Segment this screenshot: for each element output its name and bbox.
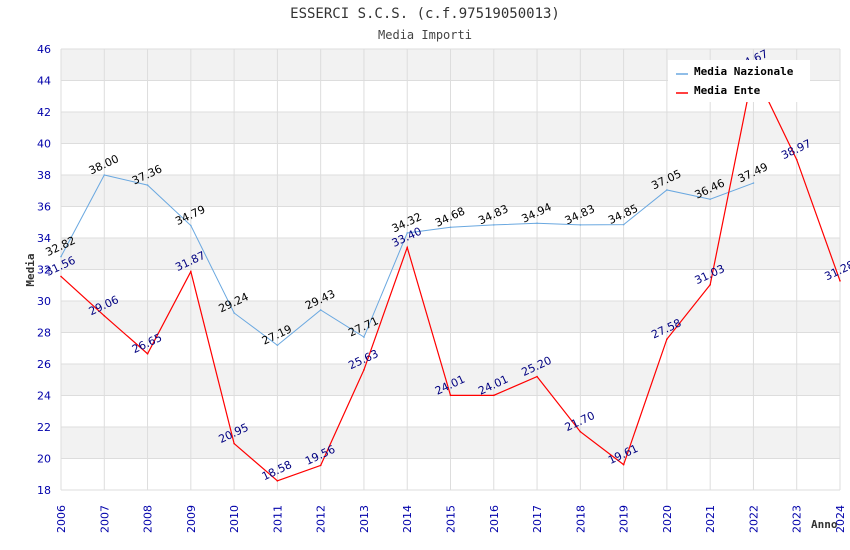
- data-point: [666, 189, 668, 191]
- data-point: [276, 480, 279, 482]
- x-tick-label: 2013: [358, 505, 371, 533]
- x-tick-label: 2023: [791, 505, 804, 533]
- data-point: [103, 315, 106, 317]
- data-point: [839, 280, 841, 282]
- data-point: [406, 232, 409, 234]
- y-tick-label: 44: [37, 75, 51, 88]
- data-point: [103, 174, 106, 176]
- x-tick-label: 2015: [445, 505, 458, 533]
- x-tick-label: 2009: [185, 505, 198, 533]
- x-tick-label: 2017: [531, 505, 544, 533]
- y-axis-ticks: 18 20 22 24 26 28 30 32 34 36 38 40 42 44 46: [37, 43, 51, 497]
- x-tick-label: 2007: [98, 505, 111, 533]
- series-lines: [60, 68, 841, 482]
- x-tick-label: 2019: [618, 505, 631, 533]
- y-tick-label: 24: [37, 390, 51, 403]
- data-point: [752, 182, 755, 184]
- y-axis-title: Media: [24, 253, 37, 286]
- data-point: [363, 369, 365, 371]
- y-tick-label: 38: [37, 169, 51, 182]
- data-point: [319, 464, 322, 467]
- x-tick-label: 2020: [661, 505, 674, 533]
- data-point: [233, 442, 235, 445]
- data-point: [146, 352, 149, 355]
- data-point: [60, 275, 62, 278]
- y-tick-label: 42: [37, 106, 51, 119]
- y-tick-label: 30: [37, 295, 51, 308]
- x-tick-label: 2006: [55, 505, 68, 533]
- data-point: [233, 312, 235, 314]
- x-tick-label: 2012: [315, 505, 328, 533]
- x-tick-label: 2024: [834, 505, 847, 533]
- x-tick-label: 2021: [704, 505, 717, 533]
- x-axis-title: Anno: [811, 518, 838, 531]
- data-point: [190, 270, 192, 273]
- y-tick-label: 28: [37, 327, 51, 340]
- x-tick-label: 2016: [488, 505, 501, 533]
- data-point: [363, 336, 365, 338]
- data-point: [60, 255, 62, 258]
- x-tick-label: 2008: [142, 505, 155, 533]
- y-tick-label: 22: [37, 421, 51, 434]
- x-tick-label: 2010: [228, 505, 241, 533]
- data-point: [449, 226, 452, 229]
- y-tick-label: 36: [37, 201, 51, 214]
- y-tick-label: 26: [37, 358, 51, 371]
- x-tick-label: 2014: [401, 505, 414, 533]
- data-point: [449, 394, 452, 397]
- data-point: [146, 184, 149, 186]
- data-point: [190, 224, 192, 227]
- data-point: [622, 463, 625, 466]
- data-point: [536, 375, 538, 378]
- legend-box: [668, 60, 810, 102]
- x-tick-label: 2011: [271, 505, 284, 533]
- chart-gridlines: [60, 48, 841, 491]
- x-tick-label: 2018: [574, 505, 587, 533]
- legend-label-media-ente: Media Ente: [694, 84, 761, 97]
- data-point: [709, 198, 711, 201]
- legend: Media Nazionale Media Ente: [668, 60, 810, 102]
- data-point: [492, 394, 495, 397]
- data-point: [709, 283, 711, 286]
- chart-title: ESSERCI S.C.S. (c.f.97519050013): [290, 6, 560, 22]
- data-point: [319, 309, 322, 311]
- chart-subtitle: Media Importi: [378, 28, 472, 42]
- x-tick-label: 2022: [747, 505, 760, 533]
- data-point: [536, 222, 538, 224]
- data-point: [579, 430, 582, 433]
- y-tick-label: 20: [37, 453, 51, 466]
- data-point: [492, 224, 495, 226]
- data-point: [795, 158, 798, 161]
- y-tick-label: 34: [37, 232, 51, 245]
- data-point: [406, 246, 409, 249]
- y-tick-label: 40: [37, 138, 51, 151]
- data-point: [579, 224, 582, 226]
- data-point: [666, 338, 668, 340]
- data-point: [622, 223, 625, 226]
- legend-label-media-nazionale: Media Nazionale: [694, 65, 794, 78]
- y-tick-label: 32: [37, 264, 51, 277]
- data-point: [276, 344, 279, 347]
- x-axis-ticks: 2006 2007 2008 2009 2010 2011 2012 2013 2014 2015…: [55, 505, 847, 533]
- y-tick-label: 18: [37, 484, 51, 497]
- y-tick-label: 46: [37, 43, 51, 56]
